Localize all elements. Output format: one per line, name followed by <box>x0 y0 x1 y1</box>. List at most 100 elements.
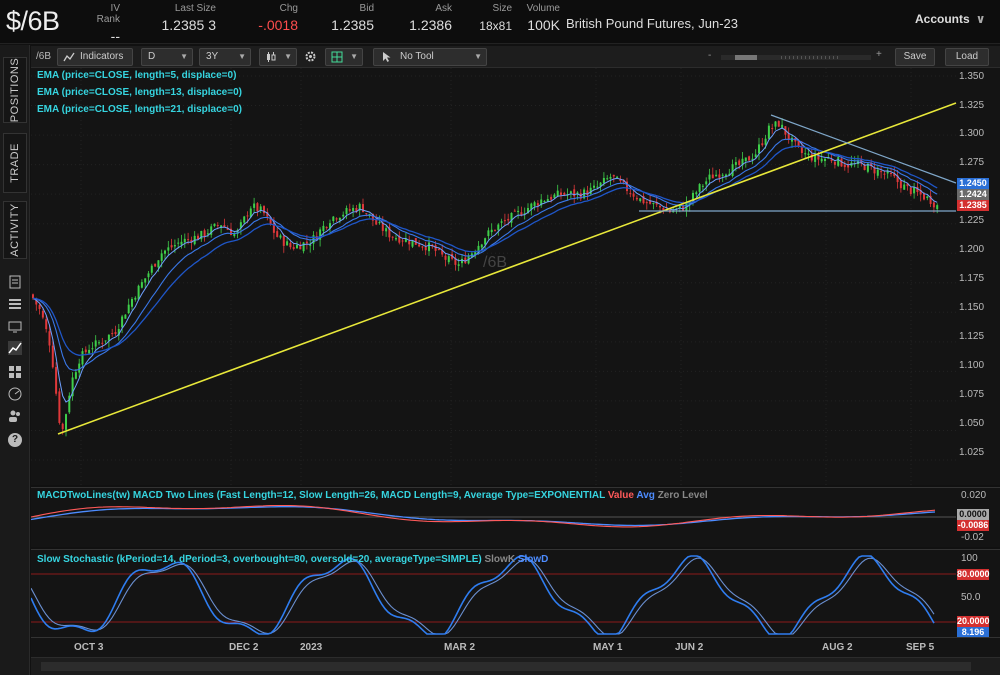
candle-body <box>678 205 681 208</box>
candle-body <box>32 294 34 299</box>
stoch-tag-value: 8.196 <box>957 627 989 638</box>
rising-trendline <box>57 102 957 435</box>
gear-icon <box>305 51 316 62</box>
iv-rank-label: IV Rank <box>96 3 120 25</box>
candle-body <box>847 165 850 168</box>
candle-body <box>893 173 896 177</box>
candle-body <box>144 278 147 283</box>
zoom-slider-track[interactable] <box>721 55 871 60</box>
candle-body <box>833 161 836 165</box>
aggregation-select[interactable]: D ▼ <box>141 48 193 66</box>
gauge-icon[interactable] <box>8 387 22 401</box>
help-icon[interactable]: ? <box>8 433 22 447</box>
macd-study-label[interactable]: MACDTwoLines(tw) MACD Two Lines (Fast Le… <box>37 490 708 501</box>
chart-icon[interactable] <box>8 341 22 355</box>
tab-activity[interactable]: ACTIVITY <box>3 201 27 259</box>
chevron-down-icon: ▼ <box>180 52 188 61</box>
candle-body <box>309 244 312 246</box>
candle-body <box>398 235 401 243</box>
ema-13-study-label[interactable]: EMA (price=CLOSE, length=13, displace=0) <box>37 87 242 98</box>
zoom-in-button[interactable]: + <box>876 49 882 60</box>
candle-body <box>259 206 262 211</box>
document-icon[interactable] <box>8 275 22 289</box>
chart-scrollbar[interactable] <box>31 657 1000 675</box>
candle-body <box>160 253 163 261</box>
candle-body <box>642 196 645 204</box>
scrollbar-thumb[interactable] <box>41 662 971 671</box>
candle-body <box>388 226 391 238</box>
tab-trade[interactable]: TRADE <box>3 133 27 193</box>
ema-5-study-label[interactable]: EMA (price=CLOSE, length=5, displace=0) <box>37 70 237 81</box>
candle-body <box>715 174 718 177</box>
slow-k-line <box>31 555 935 635</box>
candle-body <box>91 348 94 350</box>
candle-body <box>675 208 678 210</box>
drawings-set-button[interactable]: ▼ <box>325 48 363 66</box>
list-icon[interactable] <box>8 297 22 311</box>
time-axis-label: OCT 3 <box>74 642 104 653</box>
candle-body <box>474 251 477 256</box>
drawing-tool-select[interactable]: No Tool ▼ <box>373 48 487 66</box>
macd-pane[interactable]: MACDTwoLines(tw) MACD Two Lines (Fast Le… <box>31 487 1000 547</box>
tab-positions-label: POSITIONS <box>9 57 21 123</box>
candle-body <box>507 218 510 221</box>
candle-body <box>883 173 886 175</box>
candle-body <box>484 238 487 245</box>
indicators-button[interactable]: Indicators <box>57 48 133 66</box>
candle-body <box>239 222 242 229</box>
candle-body <box>490 229 493 233</box>
candle-body <box>748 156 751 161</box>
settings-gear-button[interactable] <box>303 48 319 66</box>
timeframe-select[interactable]: 3Y ▼ <box>199 48 251 66</box>
candle-body <box>741 158 744 166</box>
stochastic-pane[interactable]: Slow Stochastic (kPeriod=14, dPeriod=3, … <box>31 549 1000 638</box>
chevron-down-icon: ▼ <box>350 52 358 61</box>
candle-body <box>332 216 335 222</box>
bid-label: Bid <box>359 3 374 14</box>
macd-title: MACDTwoLines(tw) MACD Two Lines (Fast Le… <box>37 490 606 501</box>
candle-body <box>804 153 807 155</box>
candle-body <box>71 377 74 397</box>
symbol-label[interactable]: $/6B <box>6 6 60 36</box>
chart-type-button[interactable]: ▼ <box>259 48 297 66</box>
candle-body <box>500 221 503 223</box>
price-axis-label: 1.100 <box>959 360 985 371</box>
zoom-slider-thumb[interactable] <box>735 55 757 60</box>
candle-body <box>124 314 127 319</box>
zoom-out-button[interactable]: - <box>708 50 712 61</box>
last-size-value: 1.2385 3 <box>161 17 217 33</box>
candle-body <box>61 423 64 430</box>
candle-body <box>758 144 760 154</box>
candle-body <box>870 162 873 167</box>
accounts-menu[interactable]: Accounts ∨ <box>915 12 985 26</box>
price-axis-label: 1.150 <box>959 302 985 313</box>
candle-body <box>517 210 520 213</box>
candle-body <box>180 241 183 245</box>
price-pane[interactable]: EMA (price=CLOSE, length=5, displace=0) … <box>31 68 1000 485</box>
symbol-watermark: /6B <box>483 254 508 271</box>
load-button[interactable]: Load <box>945 48 989 66</box>
candle-body <box>662 208 665 212</box>
macd-tag-zero: 0.0000 <box>957 509 989 520</box>
candle-body <box>352 207 355 212</box>
save-button[interactable]: Save <box>895 48 935 66</box>
stoch-legend-slowk: SlowK <box>484 554 516 565</box>
stochastic-study-label[interactable]: Slow Stochastic (kPeriod=14, dPeriod=3, … <box>37 554 548 565</box>
grid-icon[interactable] <box>8 365 22 379</box>
candle-body <box>767 125 770 139</box>
ema-21-study-label[interactable]: EMA (price=CLOSE, length=21, displace=0) <box>37 104 242 115</box>
chart-toolbar: /6B Indicators D ▼ 3Y ▼ ▼ ▼ No Tool ▼ - + S… <box>31 46 1000 68</box>
monitor-icon[interactable] <box>8 319 22 333</box>
time-axis-label: MAY 1 <box>593 642 623 653</box>
candle-body <box>543 200 546 202</box>
people-icon[interactable] <box>8 409 22 423</box>
candle-body <box>365 213 368 215</box>
candle-body <box>880 171 883 173</box>
candle-body <box>68 395 71 413</box>
candle-body <box>88 349 91 354</box>
candle-body <box>164 250 166 254</box>
candle-body <box>464 257 467 264</box>
candle-body <box>837 157 840 166</box>
candle-body <box>824 158 826 162</box>
tab-positions[interactable]: POSITIONS <box>3 57 27 123</box>
